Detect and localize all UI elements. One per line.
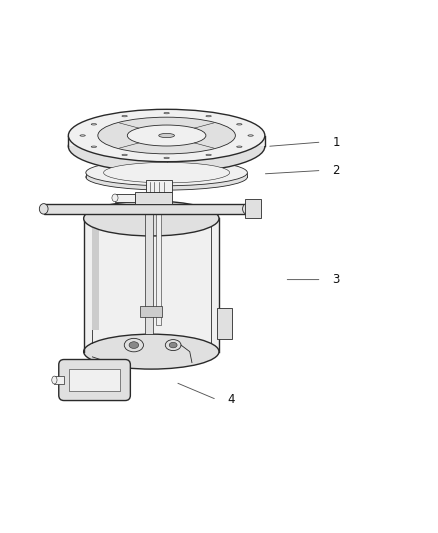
Ellipse shape [104, 163, 230, 183]
Ellipse shape [169, 342, 177, 348]
Polygon shape [44, 204, 247, 214]
Ellipse shape [68, 109, 265, 161]
Ellipse shape [112, 194, 118, 201]
Ellipse shape [127, 125, 206, 146]
Polygon shape [145, 203, 152, 334]
Ellipse shape [248, 135, 253, 136]
Text: 2: 2 [332, 164, 340, 177]
Polygon shape [54, 376, 64, 384]
Text: 4: 4 [228, 393, 235, 406]
Polygon shape [217, 308, 232, 338]
Ellipse shape [122, 154, 127, 156]
Ellipse shape [206, 154, 211, 156]
Polygon shape [245, 199, 261, 217]
Polygon shape [86, 173, 247, 177]
Polygon shape [68, 135, 265, 147]
Ellipse shape [68, 120, 265, 173]
Ellipse shape [84, 201, 219, 236]
Polygon shape [92, 219, 99, 330]
Polygon shape [84, 205, 219, 214]
Ellipse shape [91, 124, 96, 125]
Ellipse shape [91, 146, 96, 148]
Polygon shape [155, 203, 161, 326]
Ellipse shape [164, 112, 170, 114]
Ellipse shape [206, 116, 211, 117]
Ellipse shape [237, 124, 242, 125]
Ellipse shape [124, 338, 144, 352]
Ellipse shape [164, 157, 170, 159]
Ellipse shape [52, 376, 57, 384]
Ellipse shape [122, 116, 127, 117]
Polygon shape [84, 219, 219, 352]
Polygon shape [69, 369, 120, 391]
Ellipse shape [237, 146, 242, 148]
Ellipse shape [243, 204, 251, 214]
Text: 3: 3 [332, 273, 340, 286]
Ellipse shape [84, 334, 219, 369]
Ellipse shape [165, 340, 181, 351]
Polygon shape [134, 192, 172, 204]
Ellipse shape [80, 135, 85, 136]
FancyBboxPatch shape [59, 359, 131, 400]
Ellipse shape [129, 342, 139, 349]
Polygon shape [146, 180, 172, 192]
Ellipse shape [86, 164, 247, 190]
Ellipse shape [159, 133, 174, 138]
Text: 1: 1 [332, 135, 340, 149]
Ellipse shape [39, 204, 48, 214]
Polygon shape [115, 194, 134, 201]
Ellipse shape [98, 117, 235, 154]
Ellipse shape [86, 159, 247, 185]
Polygon shape [141, 306, 162, 317]
